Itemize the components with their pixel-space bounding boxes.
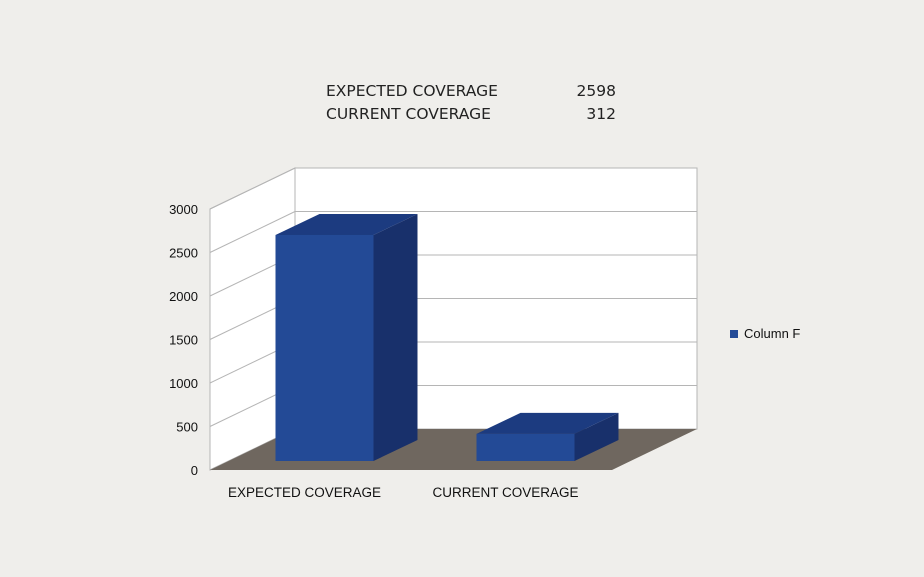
x-category-label: CURRENT COVERAGE (432, 485, 578, 500)
summary-value-current: 312 (586, 105, 616, 123)
bar-top (275, 213, 418, 235)
bar (275, 234, 374, 461)
y-tick-label: 2500 (169, 246, 198, 261)
summary-row-current: CURRENT COVERAGE 312 (326, 103, 616, 126)
summary-label-current: CURRENT COVERAGE (326, 105, 491, 123)
bar-side (373, 213, 418, 461)
y-tick-label: 0 (191, 463, 198, 478)
bar (476, 433, 575, 461)
bar-side (574, 412, 619, 461)
y-tick-label: 500 (176, 420, 198, 435)
y-tick-label: 2000 (169, 289, 198, 304)
summary-table: EXPECTED COVERAGE 2598 CURRENT COVERAGE … (326, 80, 616, 126)
legend-swatch (730, 329, 738, 338)
legend: Column F (730, 326, 800, 341)
x-category-label: EXPECTED COVERAGE (228, 485, 381, 500)
gridline-side (209, 211, 296, 253)
bar-top (476, 412, 619, 434)
y-tick-label: 1000 (169, 376, 198, 391)
legend-label: Column F (744, 326, 801, 341)
gridline-side (209, 167, 296, 210)
summary-label-expected: EXPECTED COVERAGE (326, 82, 498, 100)
y-tick-label: 1500 (169, 333, 198, 348)
summary-value-expected: 2598 (576, 82, 616, 100)
summary-row-expected: EXPECTED COVERAGE 2598 (326, 80, 616, 103)
y-tick-label: 3000 (169, 202, 198, 217)
